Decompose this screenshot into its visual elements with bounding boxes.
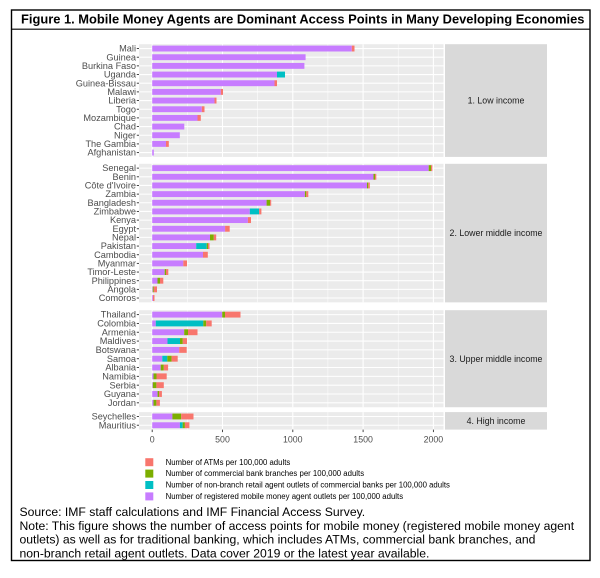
svg-text:Colombia: Colombia [97,319,137,329]
svg-text:Chad: Chad [114,122,136,132]
svg-text:Myanmar: Myanmar [98,258,136,268]
svg-text:Malawi: Malawi [107,87,136,97]
svg-text:Mauritius: Mauritius [99,420,137,430]
svg-text:Côte d'Ivoire: Côte d'Ivoire [85,181,136,191]
svg-text:Senegal: Senegal [102,163,136,173]
svg-text:Maldives: Maldives [100,336,137,346]
svg-text:Albania: Albania [105,363,137,373]
svg-text:3. Upper middle income: 3. Upper middle income [450,354,543,364]
svg-text:Thailand: Thailand [101,310,136,320]
svg-text:Source: IMF staff calculations: Source: IMF staff calculations and IMF F… [20,505,366,519]
svg-text:Armenia: Armenia [102,327,137,337]
svg-text:Number of commercial bank bran: Number of commercial bank branches per 1… [166,469,365,478]
svg-text:Kenya: Kenya [110,215,137,225]
svg-text:1000: 1000 [283,435,303,445]
svg-text:Bangladesh: Bangladesh [87,198,136,208]
svg-text:Niger: Niger [114,130,136,140]
svg-text:The Gambia: The Gambia [85,139,136,149]
svg-text:Guyana: Guyana [104,389,137,399]
svg-text:Philippines: Philippines [92,276,137,286]
svg-text:1. Low income: 1. Low income [468,96,525,106]
svg-text:Nepal: Nepal [112,233,136,243]
svg-text:Serbia: Serbia [109,380,136,390]
svg-text:Cambodia: Cambodia [94,250,137,260]
svg-text:outlets) as well as for tradit: outlets) as well as for traditional bank… [20,533,536,547]
svg-text:Benin: Benin [113,172,137,182]
svg-text:Zimbabwe: Zimbabwe [94,207,136,217]
svg-text:Timor-Leste: Timor-Leste [87,267,136,277]
svg-text:0: 0 [150,435,155,445]
svg-text:1500: 1500 [353,435,373,445]
svg-text:Mali: Mali [119,44,136,54]
svg-text:2000: 2000 [424,435,444,445]
svg-text:Number of ATMs per 100,000 adu: Number of ATMs per 100,000 adults [166,458,291,467]
svg-text:Liberia: Liberia [108,96,136,106]
svg-text:Comoros: Comoros [99,293,137,303]
svg-text:Guinea-Bissau: Guinea-Bissau [76,78,136,88]
svg-text:Guinea: Guinea [106,52,137,62]
svg-text:Togo: Togo [116,104,136,114]
svg-text:Uganda: Uganda [104,70,137,80]
svg-text:Jordan: Jordan [108,398,136,408]
svg-text:Mozambique: Mozambique [83,113,136,123]
svg-text:Figure 1. Mobile Money Agents: Figure 1. Mobile Money Agents are Domina… [21,12,584,27]
svg-text:Seychelles: Seychelles [92,412,137,422]
svg-text:Namibia: Namibia [102,371,137,381]
svg-text:Angola: Angola [107,284,136,294]
svg-text:Note: This figure shows the nu: Note: This figure shows the number of ac… [20,519,575,533]
svg-text:Zambia: Zambia [105,189,137,199]
svg-text:Burkina Faso: Burkina Faso [82,61,136,71]
svg-text:Afghanistan: Afghanistan [87,148,136,158]
svg-text:Egypt: Egypt [113,224,137,234]
svg-text:Samoa: Samoa [107,354,137,364]
svg-text:Number of registered mobile mo: Number of registered mobile money agent … [166,492,404,501]
svg-text:Botswana: Botswana [96,345,137,355]
svg-text:500: 500 [215,435,230,445]
svg-text:4. High income: 4. High income [467,416,526,426]
svg-text:non-branch retail agent outlet: non-branch retail agent outlets. Data co… [20,546,430,560]
svg-text:Number of non-branch retail ag: Number of non-branch retail agent outlet… [166,481,450,490]
svg-text:Pakistan: Pakistan [101,241,136,251]
svg-text:2. Lower middle income: 2. Lower middle income [450,228,543,238]
